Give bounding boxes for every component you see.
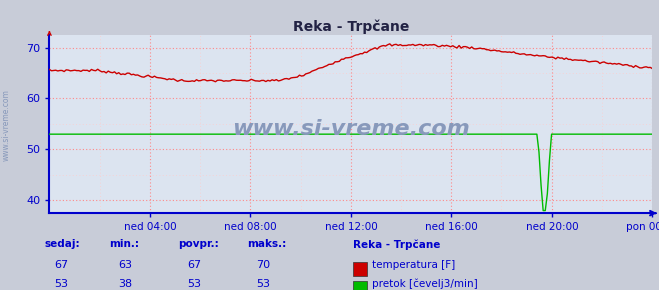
- Text: www.si-vreme.com: www.si-vreme.com: [232, 119, 470, 139]
- Text: Reka - Trpčane: Reka - Trpčane: [353, 239, 440, 250]
- Text: 38: 38: [118, 279, 132, 289]
- Title: Reka - Trpčane: Reka - Trpčane: [293, 19, 409, 34]
- Text: www.si-vreme.com: www.si-vreme.com: [2, 89, 11, 161]
- Text: 67: 67: [54, 260, 69, 269]
- Text: temperatura [F]: temperatura [F]: [372, 260, 455, 269]
- Text: 53: 53: [54, 279, 69, 289]
- Text: povpr.:: povpr.:: [178, 239, 219, 249]
- Text: 53: 53: [256, 279, 271, 289]
- Text: 67: 67: [187, 260, 202, 269]
- Text: 53: 53: [187, 279, 202, 289]
- Text: sedaj:: sedaj:: [45, 239, 80, 249]
- Text: min.:: min.:: [109, 239, 139, 249]
- Text: 70: 70: [256, 260, 271, 269]
- Text: maks.:: maks.:: [247, 239, 287, 249]
- Text: 63: 63: [118, 260, 132, 269]
- Text: pretok [čevelj3/min]: pretok [čevelj3/min]: [372, 279, 478, 289]
